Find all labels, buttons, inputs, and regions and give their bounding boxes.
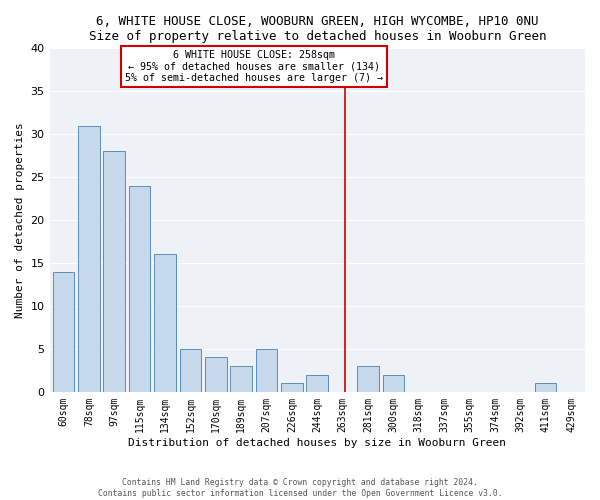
- Bar: [307, 374, 328, 392]
- X-axis label: Distribution of detached houses by size in Wooburn Green: Distribution of detached houses by size …: [128, 438, 506, 448]
- Bar: [205, 358, 227, 392]
- Text: Contains HM Land Registry data © Crown copyright and database right 2024.
Contai: Contains HM Land Registry data © Crown c…: [98, 478, 502, 498]
- Text: 6 WHITE HOUSE CLOSE: 258sqm
← 95% of detached houses are smaller (134)
5% of sem: 6 WHITE HOUSE CLOSE: 258sqm ← 95% of det…: [125, 50, 383, 84]
- Bar: [154, 254, 176, 392]
- Bar: [535, 383, 556, 392]
- Bar: [281, 383, 302, 392]
- Bar: [179, 349, 201, 392]
- Y-axis label: Number of detached properties: Number of detached properties: [15, 122, 25, 318]
- Bar: [129, 186, 151, 392]
- Title: 6, WHITE HOUSE CLOSE, WOOBURN GREEN, HIGH WYCOMBE, HP10 0NU
Size of property rel: 6, WHITE HOUSE CLOSE, WOOBURN GREEN, HIG…: [89, 15, 546, 43]
- Bar: [357, 366, 379, 392]
- Bar: [78, 126, 100, 392]
- Bar: [103, 152, 125, 392]
- Bar: [383, 374, 404, 392]
- Bar: [256, 349, 277, 392]
- Bar: [230, 366, 252, 392]
- Bar: [53, 272, 74, 392]
